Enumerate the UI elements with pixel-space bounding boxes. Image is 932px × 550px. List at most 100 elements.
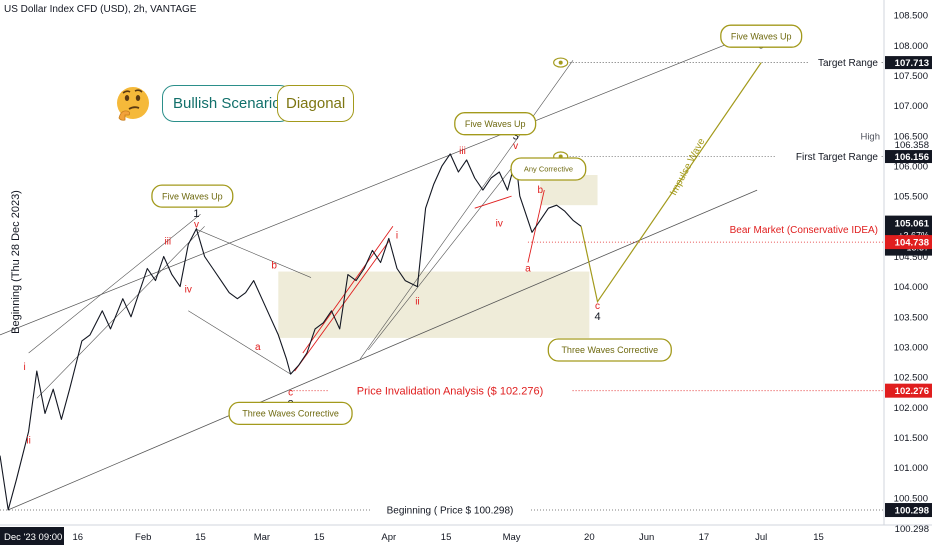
x-tick-label-6: Apr — [381, 532, 396, 543]
y-tick-label-0: 108.500 — [894, 11, 928, 22]
diagonal-wedge-1-upper — [28, 213, 201, 354]
low-value: 100.298 — [895, 524, 929, 535]
x-tick-label-10: Jun — [639, 532, 654, 543]
annotation-box-0-frame — [151, 184, 234, 208]
annotation-box-4: Three Waves Corrective — [561, 345, 658, 355]
wave-label-6: 4 — [594, 311, 600, 323]
wave-label-12: iv — [185, 285, 192, 296]
wave-label-1: v — [194, 220, 199, 231]
y-tick-label-6: 105.500 — [894, 192, 928, 203]
red-wedge-3 — [474, 195, 512, 209]
high-value: 106.358 — [895, 140, 929, 151]
annotation-box-2-frame — [454, 112, 537, 136]
y-tick-label-14: 101.500 — [894, 433, 928, 444]
x-tick-label-2: Feb — [135, 532, 151, 543]
price-tag-begin-bg — [885, 503, 932, 518]
wave-label-16: ii — [415, 297, 419, 308]
price-tag-bear: 104.738 — [895, 238, 929, 249]
correction-channel-upper — [196, 229, 312, 278]
y-axis-label: Beginning (Thu 28 Dec 2023) — [10, 190, 22, 334]
y-tick-label-9: 104.000 — [894, 282, 928, 293]
annotation-box-4-frame — [547, 338, 672, 362]
symbol-title[interactable]: US Dollar Index CFD (USD), 2h, VANTAGE — [4, 4, 197, 15]
y-tick-label-11: 103.000 — [894, 342, 928, 353]
price-tag-target: 107.713 — [895, 58, 929, 69]
annotation-box-3-frame — [510, 157, 587, 181]
y-tick-label-1: 108.000 — [894, 41, 928, 52]
x-tick-label-11: 17 — [699, 532, 710, 543]
bullish-scenario-badge: Bullish Scenario — [162, 85, 292, 122]
time-axis-bg — [0, 525, 884, 550]
wave-label-20: b — [537, 185, 543, 196]
x-tick-label-4: Mar — [254, 532, 270, 543]
wave-label-5: v — [513, 141, 518, 152]
lower-channel-line — [8, 189, 758, 511]
annotation-box-0: Five Waves Up — [162, 191, 223, 201]
diagonal-wedge-1-lower — [36, 226, 205, 399]
price-tag-first-target: 106.156 — [895, 152, 929, 163]
level-label-bg-0 — [809, 55, 881, 69]
wave-label-13: a — [255, 342, 261, 353]
annotation-box-5-frame — [720, 24, 803, 48]
y-tick-label-3: 107.000 — [894, 101, 928, 112]
time-tag-bg — [0, 527, 64, 545]
annotation-box-2: Five Waves Up — [465, 119, 526, 129]
annotation-box-1-frame — [228, 401, 353, 426]
wave-label-19: a — [525, 264, 531, 275]
x-tick-label-9: 20 — [584, 532, 595, 543]
x-tick-label-12: Jul — [755, 532, 767, 543]
annotation-box-5: Five Waves Up — [731, 31, 792, 41]
x-tick-label-1: 16 — [72, 532, 83, 543]
level-label-3: Price Invalidation Analysis ($ 102.276) — [357, 386, 544, 398]
high-label: High — [860, 131, 880, 142]
wave3-support-line — [368, 162, 516, 351]
y-tick-label-16: 100.500 — [894, 493, 928, 504]
y-tick-label-5: 106.000 — [894, 161, 928, 172]
y-tick-label-12: 102.500 — [894, 373, 928, 384]
level-label-1: First Target Range — [796, 152, 879, 163]
diagonal-badge: Diagonal — [277, 85, 355, 122]
level-label-0: Target Range — [818, 58, 878, 69]
level-label-bg-4 — [370, 502, 530, 516]
wave-label-9: i — [23, 362, 25, 373]
level-label-bg-3 — [329, 382, 571, 397]
wave-label-3: c — [288, 387, 293, 398]
wave-label-14: b — [271, 261, 277, 272]
x-tick-label-7: 15 — [441, 532, 452, 543]
price-tag-invalid: 102.276 — [895, 386, 929, 397]
y-tick-label-13: 102.000 — [894, 403, 928, 414]
annotation-box-3: Any Corrective — [524, 165, 573, 174]
wave-label-7: c — [595, 301, 600, 312]
level-label-4: Beginning ( Price $ 100.298) — [387, 506, 514, 517]
wave3-channel-line — [359, 60, 574, 360]
level-label-2: Bear Market (Conservative IDEA) — [730, 225, 878, 236]
price-tag-begin: 100.298 — [895, 506, 929, 517]
price-tag-bear-bg — [885, 235, 932, 250]
price-tag-target-bg — [885, 56, 932, 70]
red-wedge-upper — [302, 226, 394, 354]
last-price: 105.061 — [895, 219, 930, 230]
wave-label-15: i — [396, 230, 398, 241]
upper-channel-line — [0, 26, 770, 336]
wave-label-11: iii — [164, 236, 171, 247]
price-scale-bg — [884, 0, 932, 550]
red-wedge-lower — [294, 241, 390, 372]
consolidation-zone-lower — [278, 271, 590, 338]
wave-label-18: iv — [496, 218, 503, 229]
wave-label-4: 3 — [513, 130, 519, 142]
price-series-line — [0, 153, 582, 511]
wave-label-17: iii — [459, 146, 466, 157]
x-tick-label-13: 15 — [813, 532, 824, 543]
y-tick-label-8: 104.500 — [894, 252, 928, 263]
annotation-box-1: Three Waves Corrective — [242, 409, 339, 419]
y-tick-label-2: 107.500 — [894, 71, 928, 82]
price-tag-first-target-bg — [885, 150, 932, 164]
x-tick-label-5: 15 — [314, 532, 325, 543]
price-tag-invalid-bg — [885, 383, 932, 398]
thinking-face-icon — [117, 87, 149, 121]
y-tick-label-4: 106.500 — [894, 131, 928, 142]
y-tick-label-15: 101.000 — [894, 463, 928, 474]
level-label-bg-1 — [776, 149, 881, 163]
projected-path — [580, 62, 762, 304]
